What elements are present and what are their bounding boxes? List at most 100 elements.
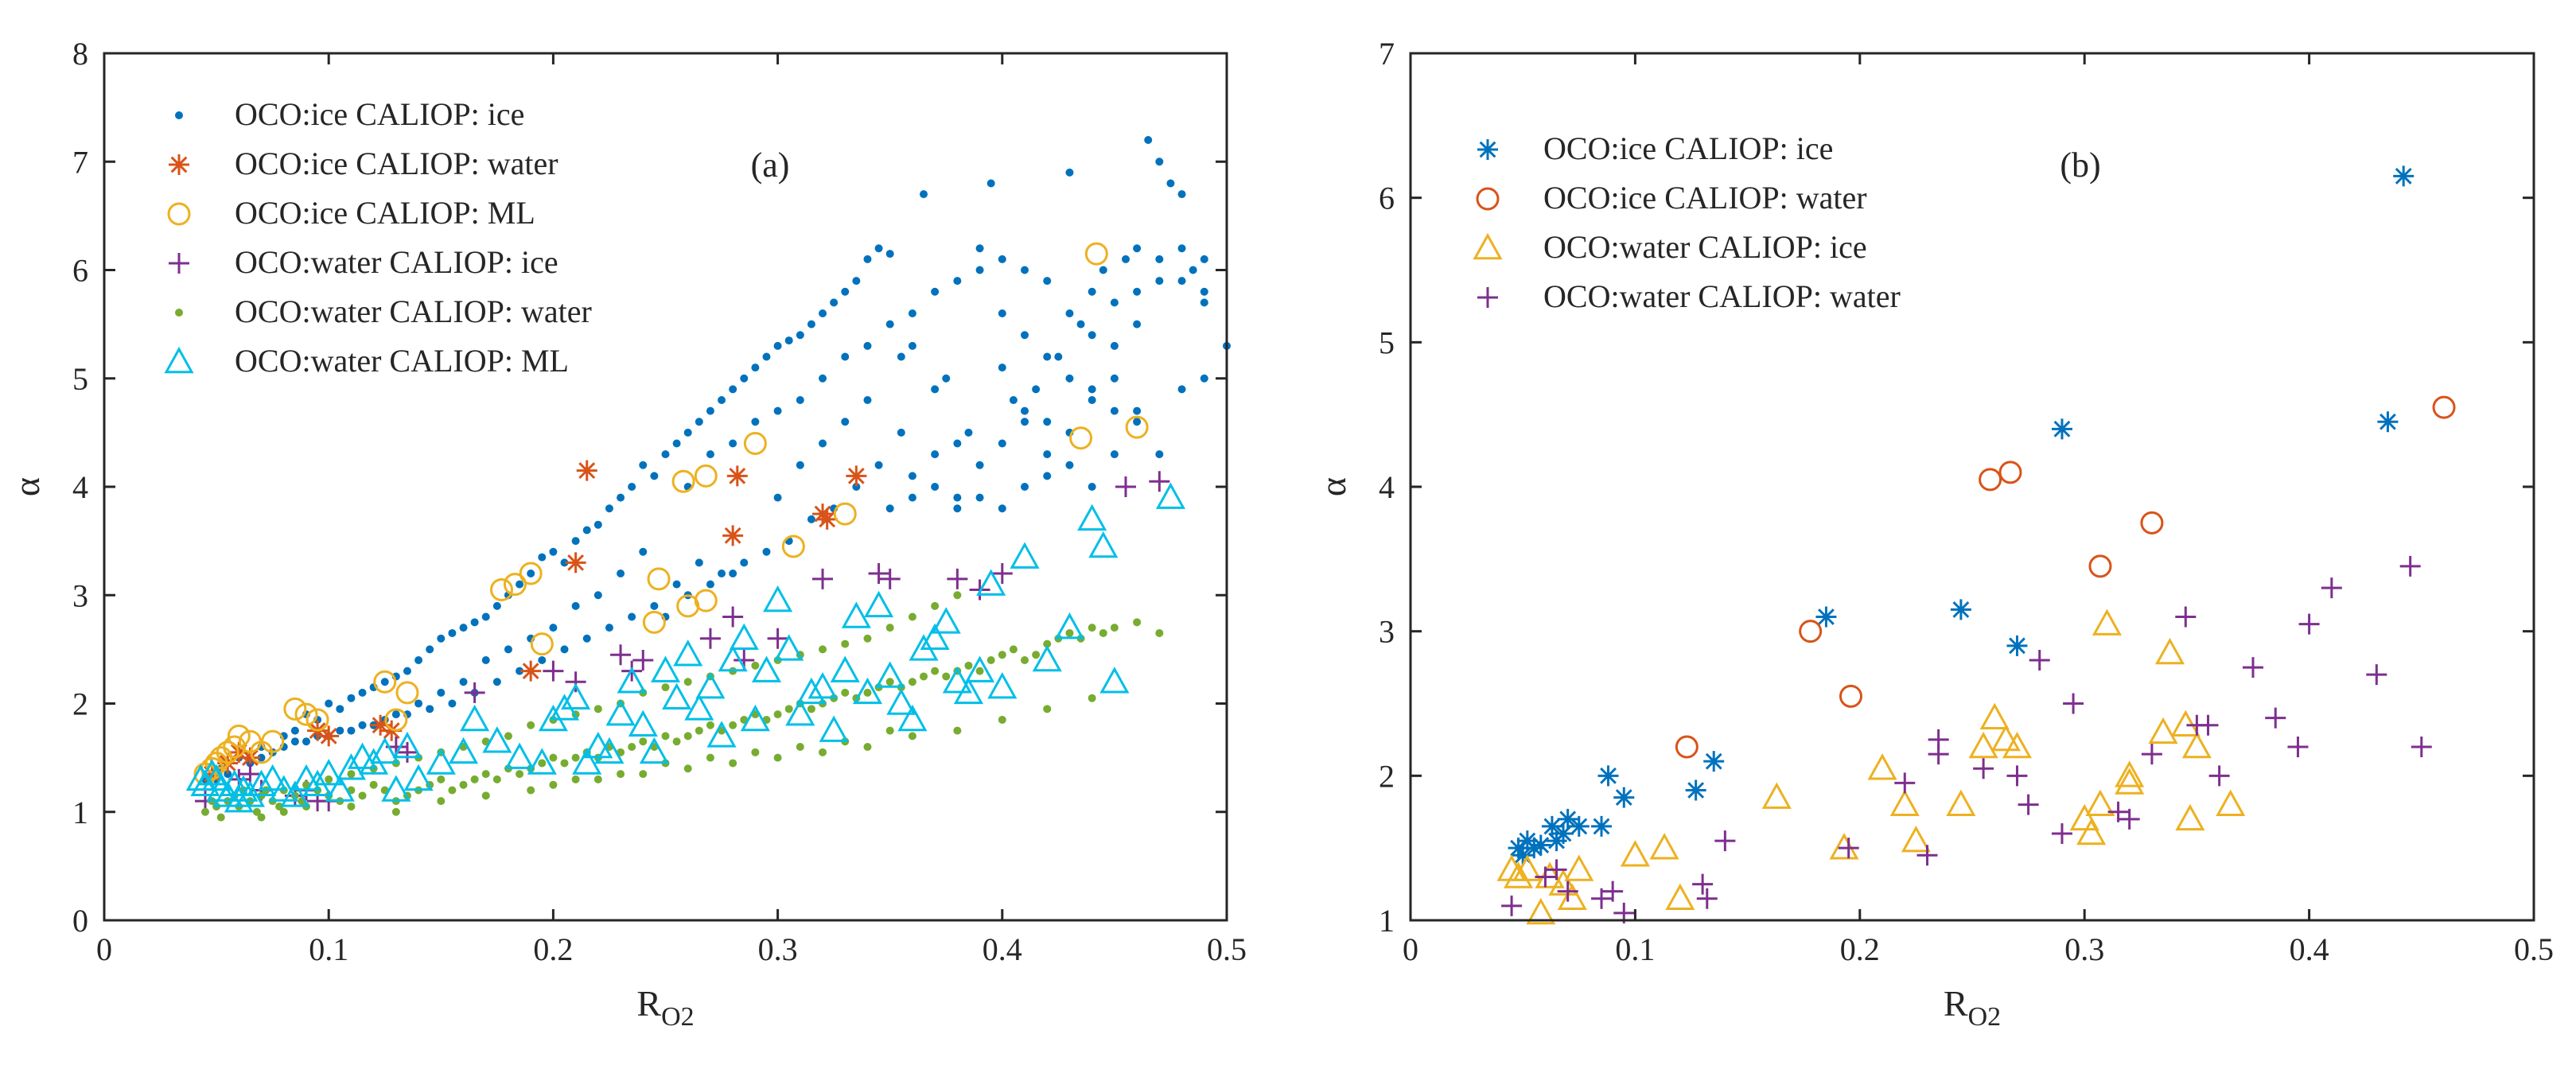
data-point	[1133, 406, 1142, 415]
legend-marker	[1477, 139, 1498, 160]
data-point	[396, 741, 418, 763]
data-point	[206, 775, 236, 802]
legend-entry-label: OCO:water CALIOP: ice	[1543, 229, 1867, 265]
data-point	[986, 656, 995, 664]
data-point	[593, 775, 602, 783]
data-point	[336, 705, 344, 713]
data-point	[1115, 476, 1137, 497]
data-point	[1692, 873, 1714, 895]
data-point	[610, 644, 632, 666]
data-point	[291, 764, 321, 791]
data-point	[2181, 731, 2212, 759]
plot-area-a	[104, 53, 1227, 920]
data-point	[628, 483, 636, 491]
data-point	[1021, 418, 1029, 426]
data-point	[1839, 684, 1863, 708]
data-point	[269, 775, 299, 802]
data-point	[565, 671, 586, 693]
data-point	[216, 741, 239, 764]
data-point	[1155, 277, 1164, 286]
series-a-3	[194, 471, 1170, 812]
data-point	[863, 341, 872, 350]
data-point	[965, 655, 995, 682]
y-tick-label: 1	[72, 795, 88, 830]
data-point	[482, 726, 512, 753]
data-point	[325, 699, 333, 708]
data-point	[1043, 705, 1052, 713]
data-point	[1043, 472, 1052, 480]
data-point	[1557, 881, 1578, 902]
data-point	[543, 660, 564, 682]
data-point	[252, 807, 261, 816]
data-point	[1099, 628, 1107, 637]
data-point	[706, 721, 737, 748]
data-point	[414, 699, 423, 708]
data-point	[549, 547, 558, 556]
plot-area-b	[1411, 53, 2534, 920]
data-point	[504, 732, 512, 741]
data-point	[516, 580, 524, 589]
data-point	[1021, 266, 1029, 274]
data-point	[953, 726, 962, 735]
data-point	[481, 656, 490, 664]
data-point	[347, 802, 356, 811]
x-axis-label-b: RO2	[1944, 983, 2001, 1032]
data-point	[504, 742, 535, 769]
data-point	[1568, 815, 1590, 837]
panel-b: 0 0.1 0.2 0.3 0.4 0.5 1 2 3 4 5 6 7 RO2 α (b) OCO:ice CA…	[1313, 36, 2554, 1032]
data-point	[740, 374, 749, 383]
legend-marker	[169, 253, 189, 274]
data-point	[459, 624, 468, 632]
data-point	[617, 667, 647, 694]
data-point	[863, 634, 872, 643]
data-point	[2321, 577, 2342, 599]
data-point	[931, 607, 961, 634]
x-tick-label: 0.3	[2064, 931, 2104, 967]
data-point	[2399, 555, 2421, 577]
data-point	[751, 655, 782, 682]
data-point	[931, 667, 940, 675]
data-point	[459, 678, 468, 686]
data-point	[726, 465, 748, 487]
data-point	[1088, 287, 1096, 296]
data-point	[1088, 624, 1096, 632]
data-point	[347, 694, 356, 702]
data-point	[605, 699, 636, 726]
data-point	[796, 743, 804, 751]
data-point	[897, 352, 905, 361]
data-point	[1069, 426, 1093, 450]
x-tick-label: 0.2	[533, 931, 573, 967]
data-point	[1133, 418, 1142, 426]
data-point	[908, 612, 916, 621]
data-point	[403, 764, 434, 791]
data-point	[1990, 724, 2021, 752]
data-point	[998, 651, 1006, 659]
data-point	[538, 553, 547, 562]
data-point	[527, 748, 557, 775]
data-point	[897, 428, 905, 437]
data-point	[796, 396, 804, 404]
x-tick-label: 0.4	[2290, 931, 2329, 967]
data-point	[2085, 789, 2115, 816]
data-point	[819, 645, 827, 654]
series-b-2	[1496, 608, 2246, 925]
data-point	[885, 726, 894, 735]
data-point	[395, 681, 419, 705]
data-point	[729, 385, 737, 394]
data-point	[1155, 255, 1164, 263]
data-point	[1597, 765, 1619, 787]
data-point	[991, 563, 1013, 584]
data-point	[1979, 702, 2010, 729]
data-point	[673, 640, 703, 667]
data-point	[1133, 320, 1142, 329]
data-point	[1110, 406, 1119, 415]
data-point	[459, 780, 468, 789]
data-point	[1696, 888, 1718, 909]
y-tick-label: 7	[72, 144, 88, 180]
data-point	[1155, 450, 1164, 459]
data-point	[672, 737, 681, 746]
data-point	[841, 640, 850, 648]
data-point	[1144, 136, 1153, 144]
data-point	[571, 601, 580, 610]
